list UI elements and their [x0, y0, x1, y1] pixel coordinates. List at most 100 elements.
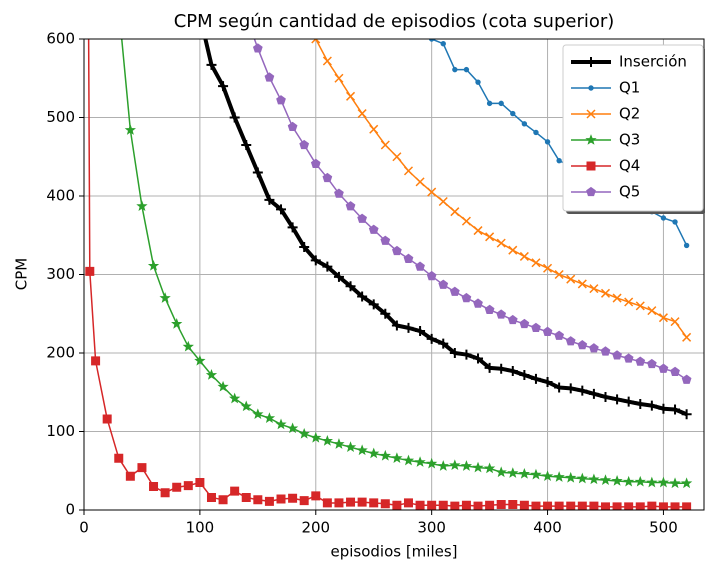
- marker: [357, 109, 367, 119]
- marker: [357, 497, 367, 507]
- marker: [496, 500, 506, 510]
- marker: [345, 201, 356, 211]
- marker: [206, 59, 217, 70]
- marker: [241, 139, 252, 150]
- marker: [438, 196, 448, 207]
- legend-box: [562, 44, 704, 212]
- marker: [147, 259, 160, 271]
- marker: [623, 396, 634, 407]
- y-tick-label: 500: [46, 108, 75, 126]
- legend-marker: [586, 109, 596, 119]
- marker: [415, 177, 425, 187]
- marker: [452, 66, 458, 73]
- marker: [427, 187, 437, 197]
- marker: [531, 322, 541, 333]
- marker: [380, 235, 391, 245]
- marker: [298, 427, 310, 439]
- marker: [369, 498, 379, 508]
- marker: [461, 500, 471, 510]
- marker: [600, 288, 611, 298]
- marker: [485, 500, 495, 510]
- marker: [507, 366, 518, 377]
- marker: [600, 346, 611, 356]
- marker: [508, 500, 518, 510]
- marker: [660, 215, 667, 221]
- marker: [310, 431, 322, 443]
- marker: [438, 500, 448, 510]
- x-tick-label: 400: [533, 519, 562, 537]
- marker: [218, 495, 228, 505]
- marker: [183, 481, 193, 491]
- marker: [554, 501, 564, 510]
- marker: [322, 172, 333, 183]
- marker: [496, 238, 506, 248]
- marker: [426, 333, 437, 344]
- marker: [392, 500, 402, 510]
- marker: [114, 453, 124, 463]
- marker: [229, 112, 240, 123]
- marker: [403, 498, 413, 508]
- marker: [612, 502, 622, 510]
- marker: [554, 269, 564, 280]
- marker: [542, 377, 553, 388]
- marker: [635, 301, 645, 311]
- marker: [205, 369, 218, 380]
- marker: [85, 266, 95, 276]
- marker: [346, 497, 356, 507]
- marker: [124, 124, 136, 135]
- marker: [634, 475, 646, 487]
- marker: [450, 501, 460, 510]
- marker: [566, 501, 576, 510]
- marker: [680, 477, 693, 489]
- marker: [577, 279, 587, 289]
- marker: [368, 299, 379, 310]
- y-tick-label: 400: [46, 187, 75, 205]
- marker: [496, 363, 507, 374]
- plot-frame: [83, 38, 705, 511]
- marker: [149, 481, 159, 491]
- marker: [438, 338, 449, 349]
- marker: [577, 340, 588, 350]
- legend-label: Q2: [619, 105, 640, 123]
- marker: [475, 79, 481, 85]
- marker: [461, 292, 472, 303]
- marker: [311, 39, 321, 44]
- marker: [510, 110, 516, 117]
- marker: [252, 408, 264, 420]
- marker: [647, 501, 657, 510]
- marker: [553, 471, 565, 482]
- y-axis-label: CPM: [13, 258, 31, 290]
- marker: [415, 500, 425, 510]
- marker: [240, 400, 252, 412]
- marker: [379, 449, 391, 461]
- marker: [264, 194, 275, 205]
- x-tick-label: 500: [649, 519, 678, 537]
- marker: [182, 340, 194, 352]
- legend-marker: [586, 161, 596, 171]
- marker: [229, 392, 241, 404]
- marker: [403, 253, 414, 263]
- marker: [473, 353, 484, 364]
- x-axis-label: episodios [miles]: [330, 543, 457, 561]
- marker: [682, 502, 692, 510]
- marker: [646, 476, 658, 488]
- marker: [276, 494, 286, 504]
- marker: [612, 394, 623, 405]
- marker: [473, 298, 483, 308]
- y-tick-label: 0: [65, 501, 75, 519]
- marker: [171, 318, 183, 329]
- marker: [612, 350, 622, 360]
- marker: [519, 251, 529, 261]
- marker: [484, 304, 495, 314]
- marker: [544, 139, 551, 145]
- marker: [91, 356, 101, 366]
- marker: [531, 501, 541, 510]
- marker: [114, 3, 123, 11]
- legend-label: Q4: [619, 157, 640, 175]
- marker: [612, 293, 622, 303]
- marker: [427, 500, 437, 510]
- marker: [276, 204, 287, 215]
- y-tick-label: 600: [46, 30, 75, 48]
- marker: [392, 245, 402, 256]
- marker: [556, 157, 562, 164]
